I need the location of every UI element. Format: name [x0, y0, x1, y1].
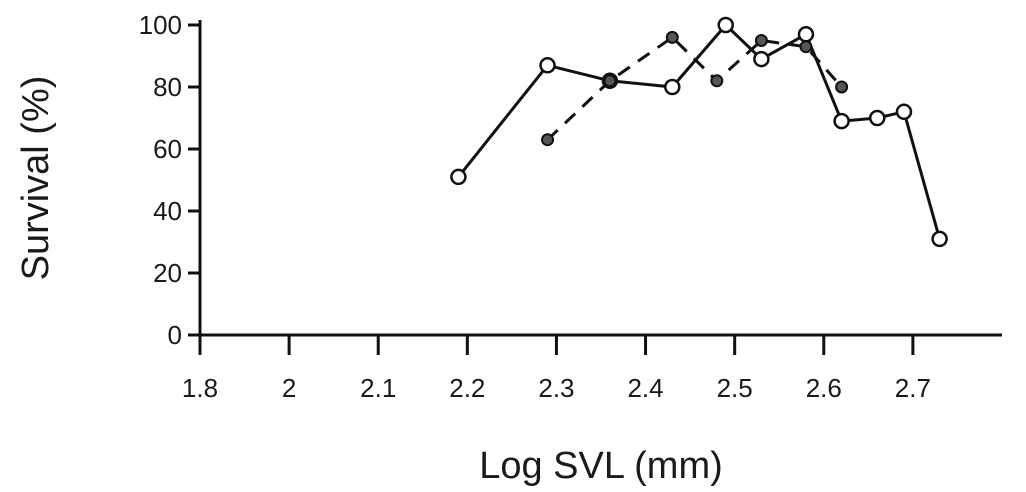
axes [198, 20, 1002, 337]
solid-series-line [457, 23, 942, 240]
filled-circle-point [835, 80, 849, 94]
open-circle-point [664, 78, 681, 96]
open-circle-point [797, 26, 815, 43]
open-circle-point [895, 103, 913, 121]
filled-circle-point [665, 30, 679, 44]
open-circle-point [868, 109, 886, 127]
dashed-series-line [546, 35, 843, 141]
filled-circle-point [799, 40, 813, 54]
open-circle-point [539, 57, 556, 74]
y-tick-label: 60 [153, 134, 182, 164]
x-tick-label: 2.6 [806, 373, 842, 403]
x-axis-title: Log SVL (mm) [479, 445, 723, 487]
open-circle-point [753, 50, 770, 68]
open-circle-point [717, 16, 735, 34]
y-tick-label: 20 [153, 258, 182, 288]
filled-circle-point [710, 74, 724, 88]
y-tick-label: 100 [139, 10, 182, 40]
y-tick-label: 40 [153, 196, 182, 226]
x-tick-label: 2.5 [717, 373, 753, 403]
open-circle-point [833, 112, 850, 130]
x-tick-label: 1.8 [182, 373, 218, 403]
x-tick-label: 2.4 [627, 373, 663, 403]
open-circle-point [450, 168, 467, 186]
x-tick-label: 2.2 [449, 373, 485, 403]
x-tick-label: 2.3 [538, 373, 574, 403]
ticks: 1.8 2 2.1 2.2 2.3 2.4 2.5 2.6 2.7 0 20 40 60 80 100 [139, 10, 931, 403]
series-layer [450, 16, 948, 248]
x-tick-label: 2 [282, 373, 296, 403]
filled-circle-point [754, 34, 768, 47]
y-tick-label: 0 [168, 320, 182, 350]
series-1 [450, 16, 948, 248]
y-tick-label: 80 [153, 72, 182, 102]
filled-circle-point [603, 74, 617, 88]
y-axis-title: Survival (%) [15, 76, 57, 281]
open-circle-point [931, 230, 948, 248]
x-tick-label: 2.1 [360, 373, 396, 403]
series-2 [541, 30, 849, 147]
filled-circle-point [541, 133, 555, 147]
x-tick-label: 2.7 [895, 373, 931, 403]
